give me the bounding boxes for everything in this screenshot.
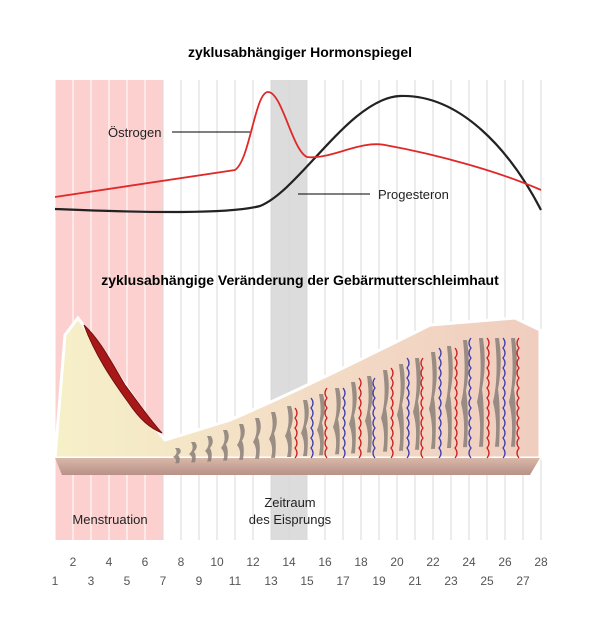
day-label: 7: [160, 574, 167, 588]
vessel: [454, 347, 458, 459]
day-label: 19: [372, 574, 386, 588]
vessel: [420, 357, 424, 459]
day-label: 11: [229, 574, 242, 588]
gland: [445, 346, 453, 448]
estrogen-label: Östrogen: [108, 125, 161, 140]
progesterone-curve: [54, 94, 542, 214]
vessel: [372, 377, 376, 459]
menstruation-label: Menstruation: [72, 512, 147, 527]
day-label: 16: [318, 555, 332, 569]
day-label: 22: [426, 555, 440, 569]
vessel: [486, 337, 490, 459]
gland: [221, 430, 229, 461]
gland: [429, 352, 437, 449]
day-label: 10: [210, 555, 224, 569]
vessel: [438, 347, 442, 459]
vessel: [502, 337, 506, 459]
day-label: 18: [354, 555, 368, 569]
day-label: 2: [70, 555, 77, 569]
day-label: 26: [498, 555, 512, 569]
day-label: 28: [534, 555, 548, 569]
gland: [253, 417, 261, 459]
gland: [173, 447, 181, 464]
ovulation-label: des Eisprungs: [249, 512, 332, 527]
day-label: 20: [390, 555, 404, 569]
vessel: [358, 377, 362, 459]
day-label: 12: [246, 555, 260, 569]
gland: [189, 442, 197, 463]
day-label: 4: [106, 555, 113, 569]
day-label: 6: [142, 555, 149, 569]
day-label: 8: [178, 555, 185, 569]
day-label: 25: [480, 574, 494, 588]
gland: [477, 337, 485, 447]
vessel: [294, 407, 298, 459]
day-labels: 1234567891011121314151617181920212223242…: [52, 555, 548, 588]
vessel: [468, 337, 472, 459]
day-label: 9: [196, 574, 203, 588]
gland: [237, 424, 245, 460]
vessel: [324, 387, 328, 459]
endometrium-title: zyklusabhängige Veränderung der Gebärmut…: [101, 272, 499, 288]
vessel: [310, 397, 314, 459]
gland: [349, 382, 357, 454]
vessel: [406, 357, 410, 459]
gland: [269, 412, 277, 458]
day-label: 13: [264, 574, 278, 588]
day-label: 24: [462, 555, 476, 569]
day-label: 14: [282, 555, 296, 569]
gland: [461, 340, 469, 448]
gland: [413, 357, 421, 450]
gland: [317, 394, 325, 456]
day-label: 1: [52, 574, 59, 588]
hormone-title: zyklusabhängiger Hormonspiegel: [188, 44, 412, 60]
gland: [205, 436, 213, 462]
day-label: 15: [300, 574, 314, 588]
gland: [365, 376, 373, 453]
day-label: 5: [124, 574, 131, 588]
gland: [509, 337, 517, 447]
day-label: 27: [516, 574, 530, 588]
vessel: [516, 337, 520, 459]
gland: [381, 370, 389, 452]
vessel: [390, 367, 394, 459]
day-label: 21: [408, 574, 422, 588]
estrogen-curve: [54, 91, 542, 198]
gland: [397, 364, 405, 451]
vessel: [342, 387, 346, 459]
gland: [285, 406, 293, 457]
progesterone-label: Progesteron: [378, 187, 449, 202]
ovulation-label: Zeitraum: [264, 495, 315, 510]
gland: [333, 387, 341, 455]
day-label: 3: [88, 574, 95, 588]
day-label: 17: [336, 574, 350, 588]
gland: [493, 337, 501, 447]
gland: [301, 400, 309, 457]
endometrium: [53, 315, 542, 475]
day-label: 23: [444, 574, 458, 588]
